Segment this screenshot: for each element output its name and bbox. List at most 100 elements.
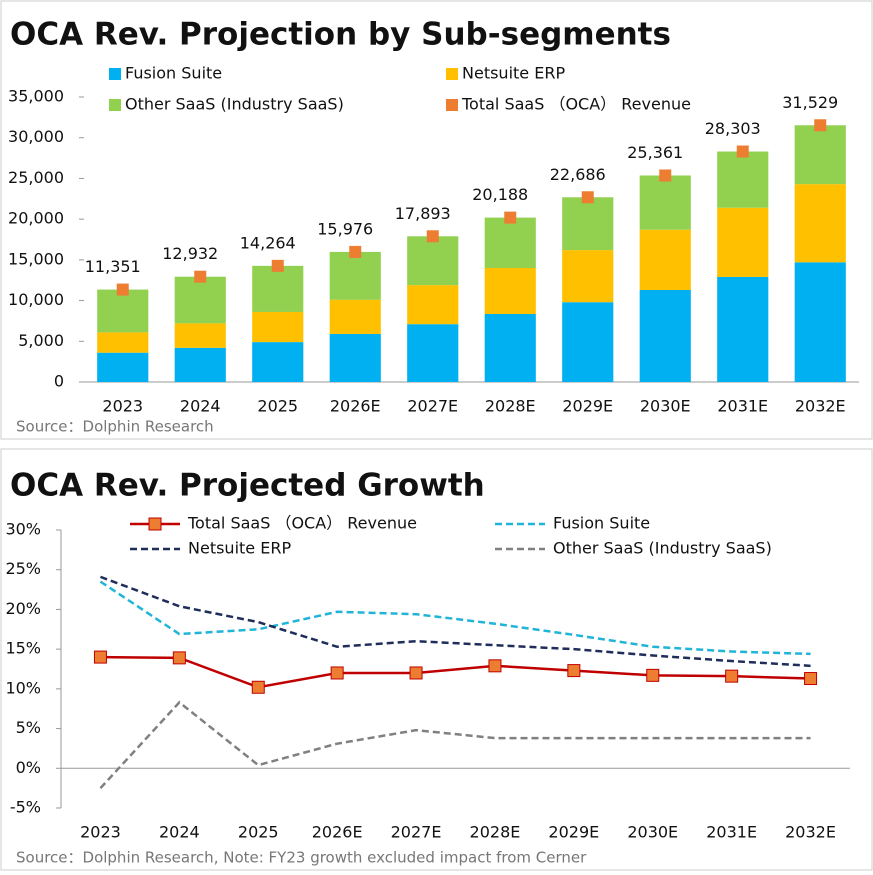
data-label: 20,188: [472, 185, 528, 204]
y-tick-label: 5,000: [18, 331, 64, 350]
bar-segment: [717, 276, 769, 382]
legend-label: Netsuite ERP: [188, 539, 291, 558]
legend-swatch: [446, 99, 458, 111]
y-tick-label: 30%: [5, 520, 41, 539]
x-tick-label: 2032E: [795, 397, 846, 416]
bar-segment: [329, 251, 381, 300]
y-tick-label: 15%: [5, 639, 41, 658]
line-marker: [804, 672, 818, 686]
bar-segment: [794, 125, 846, 185]
data-label: 31,529: [782, 93, 838, 112]
data-label: 11,351: [85, 257, 141, 276]
line-marker: [172, 651, 186, 665]
chart-title: OCA Rev. Projected Growth: [10, 468, 485, 504]
bar-segment: [97, 332, 149, 353]
legend-label: Other SaaS (Industry SaaS): [553, 539, 772, 558]
bar-segment: [407, 236, 459, 286]
x-tick-label: 2032E: [785, 823, 836, 842]
panel: [0, 0, 873, 440]
bar-segment: [174, 276, 226, 324]
data-label: 12,932: [162, 244, 218, 263]
x-tick-label: 2025: [257, 397, 298, 416]
bar-segment: [484, 268, 536, 315]
legend-label: Fusion Suite: [553, 514, 650, 533]
total-marker: [504, 211, 517, 224]
bar-segment: [562, 197, 614, 251]
total-marker: [116, 283, 129, 296]
x-tick-label: 2029E: [562, 397, 613, 416]
legend-label: Total SaaS （OCA） Revenue: [187, 514, 417, 533]
line-marker: [488, 659, 502, 673]
line-marker: [409, 666, 423, 680]
legend-label: Other SaaS (Industry SaaS): [125, 95, 344, 114]
bar-segment: [484, 314, 536, 382]
series-line: [99, 700, 811, 789]
line-marker: [725, 669, 739, 683]
y-tick-label: 10,000: [8, 290, 64, 309]
x-tick-label: 2030E: [640, 397, 691, 416]
x-tick-label: 2029E: [548, 823, 599, 842]
source: Source：Dolphin Research: [16, 418, 214, 436]
y-tick-label: 20%: [5, 599, 41, 618]
legend-swatch: [109, 99, 121, 111]
data-label: 25,361: [627, 143, 683, 162]
y-tick-label: 35,000: [8, 87, 64, 106]
bar-segment: [562, 302, 614, 382]
y-tick-label: 15,000: [8, 249, 64, 268]
x-tick-label: 2026E: [312, 823, 363, 842]
series-line: [99, 580, 811, 656]
bar-segment: [794, 184, 846, 263]
y-tick-label: 0%: [16, 758, 41, 777]
total-marker: [349, 245, 362, 258]
line-marker: [93, 650, 107, 664]
bar-segment: [639, 175, 691, 230]
x-tick-label: 2027E: [407, 397, 458, 416]
series-line: [100, 655, 811, 689]
x-tick-label: 2028E: [485, 397, 536, 416]
y-tick-label: 25%: [5, 559, 41, 578]
data-label: 14,264: [240, 233, 296, 252]
bar-segment: [717, 207, 769, 277]
legend-marker: [148, 517, 162, 531]
bar-segment: [329, 333, 381, 382]
line-marker: [330, 666, 344, 680]
bar-segment: [174, 347, 226, 382]
bar-segment: [484, 217, 536, 268]
bar-segment: [252, 265, 304, 312]
x-tick-label: 2023: [80, 823, 121, 842]
bar-segment: [794, 262, 846, 382]
line-marker: [251, 680, 265, 694]
bar-segment: [252, 311, 304, 343]
data-label: 17,893: [395, 204, 451, 223]
bar-segment: [562, 250, 614, 303]
legend-swatch: [446, 68, 458, 80]
bar-segment: [639, 229, 691, 290]
y-tick-label: 20,000: [8, 209, 64, 228]
bar-segment: [639, 289, 691, 382]
total-marker: [581, 191, 594, 204]
x-tick-label: 2027E: [391, 823, 442, 842]
y-tick-label: 10%: [5, 678, 41, 697]
total-marker: [659, 169, 672, 182]
y-tick-label: 25,000: [8, 168, 64, 187]
chart-title: OCA Rev. Projection by Sub-segments: [10, 17, 671, 53]
x-tick-label: 2026E: [330, 397, 381, 416]
legend-label: Total SaaS （OCA） Revenue: [461, 95, 691, 114]
data-label: 15,976: [317, 219, 373, 238]
line-marker: [646, 668, 660, 682]
bar-segment: [97, 289, 149, 333]
data-label: 28,303: [705, 119, 761, 138]
y-tick-label: 0: [54, 372, 64, 391]
legend-label: Fusion Suite: [125, 64, 222, 83]
bar-segment: [252, 342, 304, 382]
total-marker: [271, 259, 284, 272]
x-tick-label: 2031E: [706, 823, 757, 842]
series-line: [100, 575, 811, 668]
total-marker: [194, 270, 207, 283]
bar-segment: [329, 299, 381, 334]
bar-segment: [97, 352, 149, 382]
panel: [0, 448, 873, 871]
y-tick-label: -5%: [10, 798, 41, 817]
total-marker: [426, 230, 439, 243]
